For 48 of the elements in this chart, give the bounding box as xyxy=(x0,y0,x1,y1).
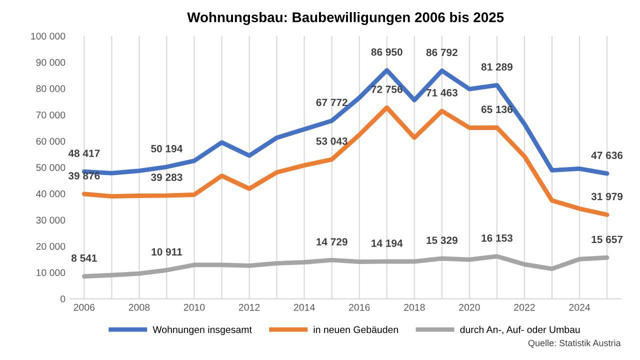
data-label: 67 772 xyxy=(316,98,348,106)
data-label: 53 043 xyxy=(316,137,348,145)
x-tick-label: 2018 xyxy=(404,304,425,311)
x-tick-label: 2016 xyxy=(349,304,370,311)
y-tick-label: 0 xyxy=(60,296,66,302)
data-label: 81 289 xyxy=(481,63,513,71)
data-label: 15 329 xyxy=(426,236,458,244)
data-label: 71 463 xyxy=(426,89,458,96)
data-label: 50 194 xyxy=(151,144,183,152)
data-label: 8 541 xyxy=(71,254,97,262)
y-tick-label: 30 000 xyxy=(36,216,66,224)
data-label: 39 283 xyxy=(151,174,182,182)
data-label: 10 911 xyxy=(152,248,182,256)
data-label: 16 153 xyxy=(482,234,513,242)
y-tick-label: 40 000 xyxy=(36,190,66,198)
y-tick-label: 80 000 xyxy=(36,85,66,92)
y-tick-label: 100 000 xyxy=(31,32,66,40)
data-label: 14 729 xyxy=(316,238,348,246)
data-label: 86 950 xyxy=(371,48,402,56)
data-label: 47 636 xyxy=(591,152,623,160)
data-label: 14 194 xyxy=(372,240,403,247)
data-label: 72 756 xyxy=(371,86,402,94)
x-tick-label: 2006 xyxy=(74,304,95,311)
legend-label: durch An-, Auf- oder Umbau xyxy=(460,326,580,334)
data-label: 39 876 xyxy=(68,172,100,180)
y-tick-label: 60 000 xyxy=(36,138,66,145)
chart-title: Wohnungsbau: Baubewilligungen 2006 bis 2025 xyxy=(187,12,504,26)
line-series xyxy=(82,254,610,279)
x-tick-label: 2008 xyxy=(128,304,150,311)
y-tick-label: 90 000 xyxy=(36,59,66,66)
data-label: 31 979 xyxy=(591,192,623,200)
data-label: 48 417 xyxy=(68,150,100,157)
y-tick-label: 20 000 xyxy=(36,242,66,250)
source-note: Quelle: Statistik Austria xyxy=(528,340,621,348)
x-tick-label: 2020 xyxy=(459,304,480,311)
x-tick-label: 2010 xyxy=(184,304,205,311)
x-tick-label: 2024 xyxy=(569,304,590,311)
y-tick-label: 50 000 xyxy=(36,164,66,172)
data-label: 65 136 xyxy=(481,106,513,114)
legend-label: in neuen Gebäuden xyxy=(314,326,398,334)
y-tick-label: 10 000 xyxy=(36,269,66,276)
x-tick-label: 2012 xyxy=(238,304,260,311)
x-tick-label: 2022 xyxy=(514,304,535,311)
data-label: 15 657 xyxy=(592,236,623,244)
y-tick-label: 70 000 xyxy=(36,112,66,118)
legend-label: Wohnungen insgesamt xyxy=(152,326,252,336)
x-tick-label: 2014 xyxy=(294,304,315,311)
data-label: 86 792 xyxy=(426,48,458,56)
